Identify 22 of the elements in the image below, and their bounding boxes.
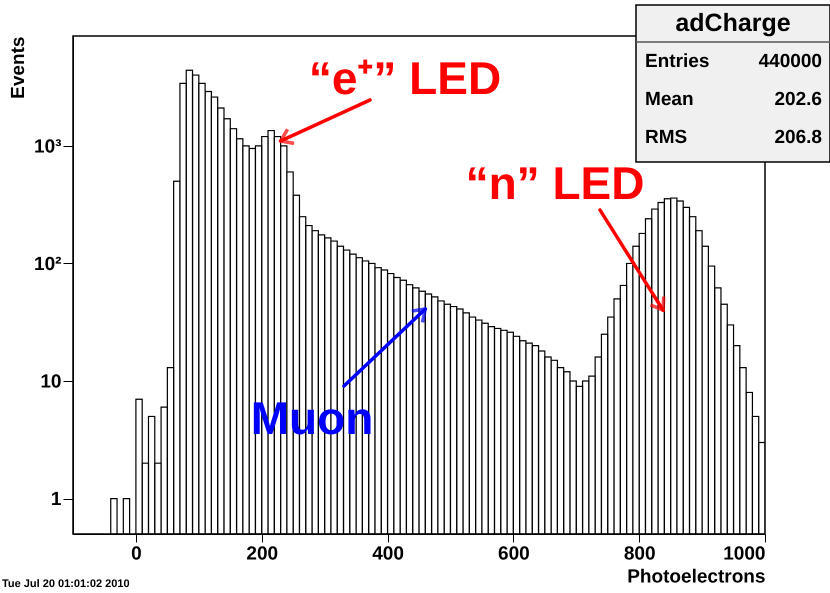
x-tick-label: 400 bbox=[372, 544, 404, 564]
y-tick-label: 10³ bbox=[34, 136, 62, 158]
x-tick-label: 0 bbox=[131, 544, 142, 564]
text: 206.8 bbox=[774, 127, 822, 148]
x-axis-title: Photoelectrons bbox=[627, 566, 766, 588]
y-axis-title: Events bbox=[8, 36, 30, 99]
annotation: Entries bbox=[645, 51, 710, 72]
x-tick-label: 800 bbox=[624, 544, 656, 564]
annotation: “n” LED bbox=[466, 157, 644, 209]
x-tick-label: 600 bbox=[498, 544, 530, 564]
x-tick-label: 200 bbox=[246, 544, 278, 564]
y-tick-label: 10² bbox=[34, 254, 62, 275]
y-tick-label: 10 bbox=[40, 372, 62, 393]
annotation: 440000 bbox=[758, 51, 822, 72]
x-tick-label: 1000 bbox=[723, 544, 766, 564]
text: Tue Jul 20 01:01:02 2010 bbox=[2, 578, 130, 590]
annotation: Mean bbox=[645, 89, 694, 110]
annotation: RMS bbox=[645, 127, 688, 148]
text: 202.6 bbox=[774, 89, 822, 110]
y-tick-label: 1 bbox=[50, 489, 62, 510]
annotation: adCharge bbox=[675, 9, 791, 37]
annotation: “e⁺” LED bbox=[308, 52, 502, 104]
